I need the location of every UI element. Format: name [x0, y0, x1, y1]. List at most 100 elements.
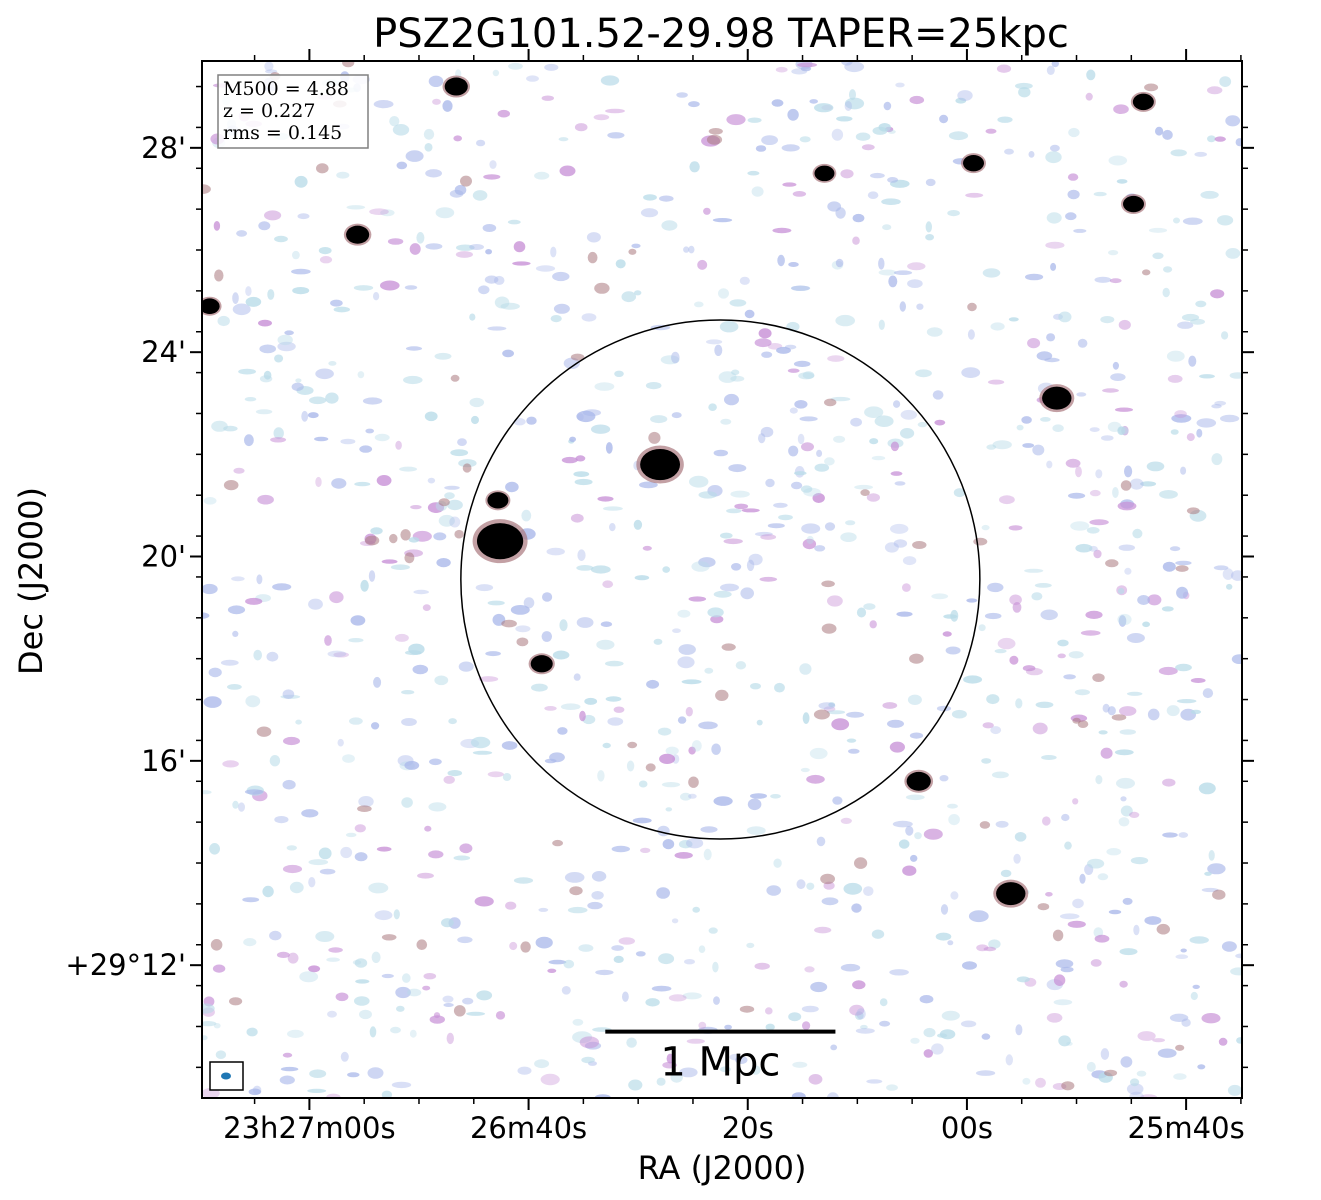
noise-blob — [277, 334, 293, 346]
noise-blob — [698, 721, 718, 730]
noise-blob — [202, 790, 212, 795]
noise-peak — [202, 184, 211, 194]
noise-blob — [890, 523, 909, 534]
noise-blob — [909, 95, 925, 105]
noise-blob — [456, 244, 475, 251]
noise-blob — [1176, 586, 1189, 599]
x-tick-label: 25m40s — [1128, 1111, 1245, 1145]
noise-blob — [840, 963, 861, 972]
noise-blob — [879, 1020, 891, 1027]
noise-blob — [640, 847, 651, 854]
noise-blob — [791, 1092, 806, 1098]
noise-blob — [1174, 410, 1187, 419]
noise-blob — [900, 428, 915, 439]
noise-peak — [973, 537, 988, 546]
noise-blob — [291, 382, 304, 391]
noise-blob — [1044, 357, 1060, 363]
noise-blob — [997, 116, 1013, 123]
noise-blob — [651, 985, 672, 992]
noise-peak — [516, 637, 529, 647]
noise-blob — [826, 710, 846, 715]
noise-blob — [500, 302, 520, 310]
noise-blob — [319, 256, 333, 264]
noise-blob — [1163, 266, 1173, 273]
noise-blob — [325, 392, 339, 404]
noise-blob — [1095, 775, 1103, 785]
noise-blob — [299, 971, 319, 983]
noise-peak — [569, 886, 583, 896]
noise-blob — [326, 957, 340, 962]
noise-blob — [931, 1043, 944, 1055]
noise-blob — [1175, 663, 1192, 672]
noise-blob — [642, 545, 652, 551]
noise-blob — [833, 435, 846, 443]
noise-blob — [688, 245, 695, 254]
noise-blob — [262, 885, 274, 898]
noise-blob — [1117, 501, 1137, 511]
noise-blob — [909, 732, 924, 739]
noise-blob — [688, 596, 707, 602]
noise-blob — [273, 427, 284, 440]
noise-blob — [309, 1069, 327, 1078]
noise-blob — [448, 718, 457, 725]
noise-blob — [1101, 435, 1114, 441]
noise-peak — [454, 529, 464, 539]
noise-blob — [902, 583, 911, 592]
noise-peak — [594, 282, 610, 294]
noise-blob — [232, 800, 239, 809]
noise-blob — [357, 371, 365, 379]
noise-blob — [282, 1052, 293, 1058]
noise-blob — [1137, 1031, 1156, 1041]
noise-blob — [1085, 610, 1103, 620]
beam-ellipse — [221, 1072, 231, 1080]
x-tick-label: 20s — [722, 1111, 774, 1145]
noise-blob — [787, 368, 800, 373]
noise-blob — [559, 165, 576, 177]
noise-blob — [1147, 708, 1160, 721]
noise-blob — [925, 178, 936, 187]
radio-map — [202, 61, 1242, 1098]
noise-blob — [280, 1066, 299, 1072]
source-core — [1123, 195, 1145, 213]
noise-blob — [1162, 832, 1178, 838]
noise-blob — [1175, 560, 1192, 566]
noise-blob — [739, 276, 750, 285]
noise-blob — [1085, 92, 1093, 101]
noise-blob — [591, 871, 607, 882]
noise-blob — [776, 346, 791, 354]
noise-blob — [269, 755, 281, 767]
noise-blob — [712, 961, 719, 973]
noise-blob — [855, 1011, 864, 1020]
noise-blob — [1005, 1054, 1013, 1066]
source-core — [530, 655, 553, 673]
noise-blob — [476, 990, 493, 1001]
noise-blob — [362, 397, 383, 405]
noise-blob — [740, 587, 754, 600]
noise-blob — [469, 397, 485, 408]
noise-blob — [436, 558, 451, 568]
noise-blob — [487, 771, 504, 778]
noise-blob — [799, 416, 818, 422]
noise-blob — [1053, 974, 1066, 986]
noise-blob — [758, 328, 772, 339]
noise-blob — [348, 638, 364, 643]
noise-blob — [840, 169, 854, 179]
noise-blob — [981, 1033, 991, 1040]
noise-blob — [354, 996, 370, 1006]
noise-peak — [438, 498, 450, 507]
noise-blob — [434, 675, 449, 686]
noise-blob — [639, 481, 658, 489]
noise-blob — [1000, 869, 1012, 878]
noise-blob — [802, 712, 810, 724]
noise-blob — [691, 740, 702, 752]
noise-blob — [1113, 104, 1129, 114]
noise-blob — [729, 299, 747, 307]
noise-blob — [264, 210, 282, 221]
noise-blob — [232, 292, 239, 304]
x-tick-label: 26m40s — [470, 1111, 587, 1145]
noise-blob — [274, 816, 289, 824]
noise-peak — [648, 431, 661, 444]
noise-blob — [359, 445, 373, 453]
axis-ticks — [190, 49, 1254, 1110]
